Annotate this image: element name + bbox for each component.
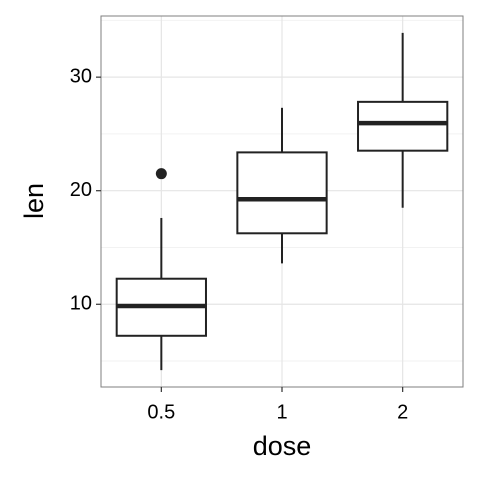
x-tick-label: 1 [276,401,287,423]
y-axis-title: len [19,183,49,219]
box [236,151,328,235]
x-tick-label: 2 [397,401,408,423]
y-tick-label: 30 [70,65,92,87]
y-tick-label: 20 [70,179,92,201]
box [357,100,449,152]
x-axis-title: dose [253,431,312,461]
outlier [155,168,167,180]
x-tick-label: 0.5 [147,401,175,423]
y-tick-label: 10 [70,293,92,315]
